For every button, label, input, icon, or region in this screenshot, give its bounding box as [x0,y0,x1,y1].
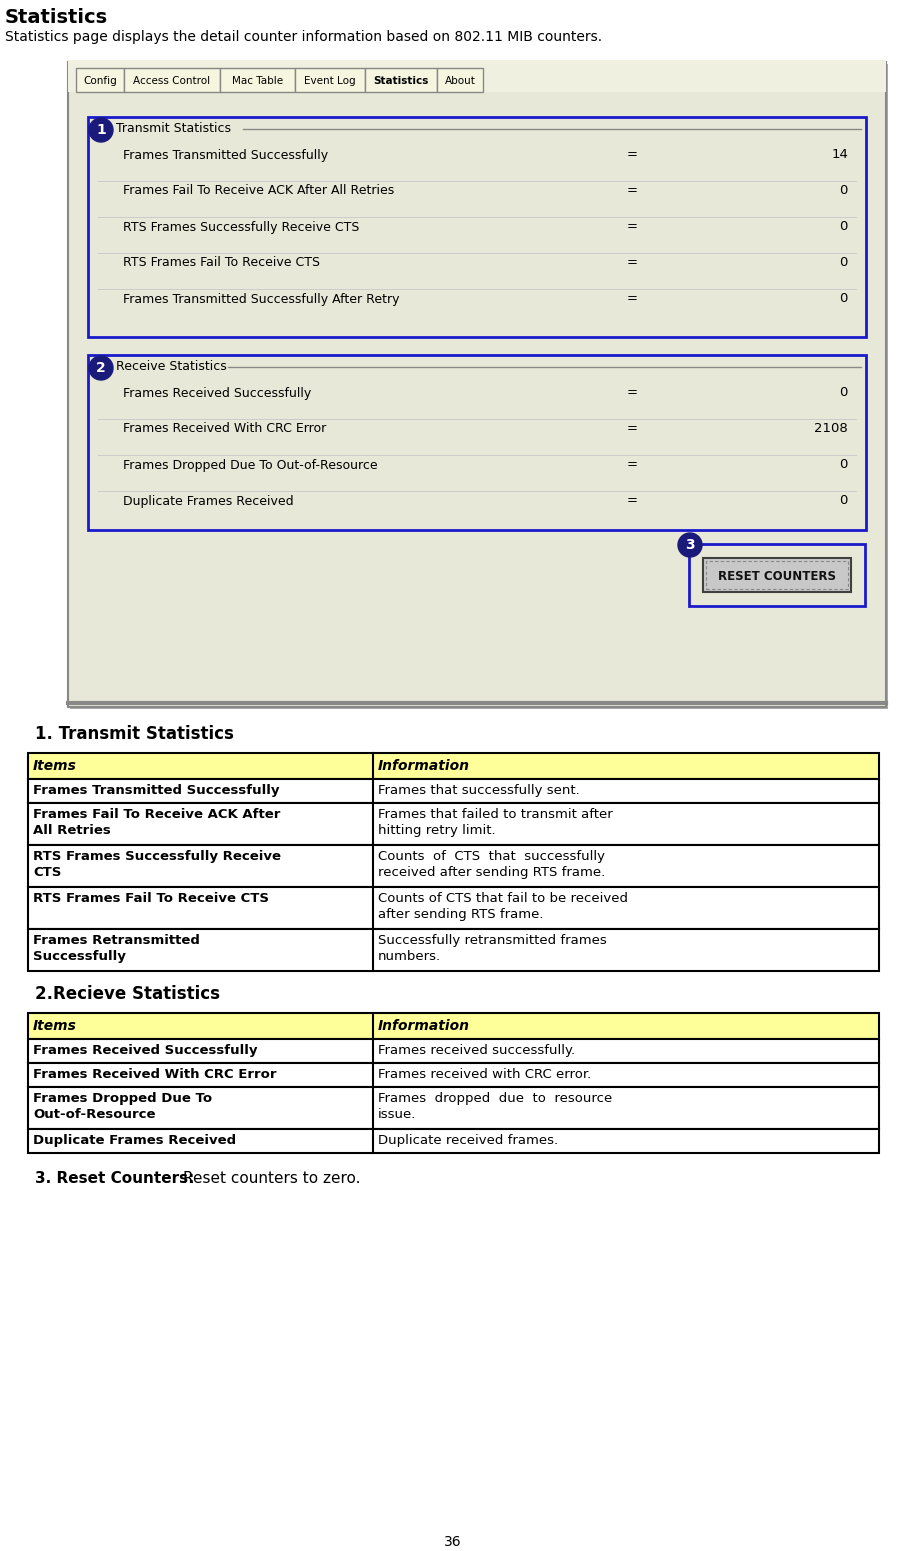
Text: Config: Config [83,76,117,85]
Text: Information: Information [377,1019,470,1033]
Bar [28,1013,879,1039]
Text: Frames Fail To Receive ACK After
All Retries: Frames Fail To Receive ACK After All Ret… [33,808,280,838]
Bar [28,1039,879,1062]
Text: 0: 0 [840,185,848,197]
Bar [70,64,888,709]
Text: 0: 0 [840,220,848,234]
Text: 2108: 2108 [814,422,848,436]
Text: Frames Dropped Due To
Out-of-Resource: Frames Dropped Due To Out-of-Resource [33,1092,212,1121]
Text: RTS Frames Fail To Receive CTS: RTS Frames Fail To Receive CTS [33,892,269,904]
Text: RESET COUNTERS: RESET COUNTERS [718,569,836,583]
Text: Information: Information [377,758,470,772]
Text: 0: 0 [840,459,848,472]
Bar [88,116,866,337]
Text: 2.Recieve Statistics: 2.Recieve Statistics [35,985,220,1003]
Text: 1: 1 [96,123,106,136]
Text: =: = [627,459,639,472]
Text: Statistics: Statistics [374,76,429,85]
Text: Frames that successfully sent.: Frames that successfully sent. [377,783,580,797]
Text: Frames Dropped Due To Out-of-Resource: Frames Dropped Due To Out-of-Resource [123,459,377,472]
Circle shape [89,357,113,380]
Bar [706,561,848,589]
Text: Items: Items [33,1019,77,1033]
Text: About: About [444,76,475,85]
Circle shape [678,534,702,557]
Text: =: = [627,495,639,507]
Text: Receive Statistics: Receive Statistics [116,360,227,372]
Bar [220,68,295,92]
Text: 0: 0 [840,256,848,270]
Text: RTS Frames Fail To Receive CTS: RTS Frames Fail To Receive CTS [123,256,320,270]
Text: Duplicate received frames.: Duplicate received frames. [377,1134,558,1148]
Text: Duplicate Frames Received: Duplicate Frames Received [123,495,294,507]
Text: Statistics: Statistics [5,8,108,26]
Text: Frames received with CRC error.: Frames received with CRC error. [377,1069,590,1081]
Text: Counts of CTS that fail to be received
after sending RTS frame.: Counts of CTS that fail to be received a… [377,892,628,921]
Text: Frames Transmitted Successfully: Frames Transmitted Successfully [33,783,279,797]
Bar [68,60,886,92]
Text: Successfully retransmitted frames
numbers.: Successfully retransmitted frames number… [377,934,607,963]
Text: =: = [627,220,639,234]
Bar [295,68,365,92]
Text: RTS Frames Successfully Receive
CTS: RTS Frames Successfully Receive CTS [33,850,281,879]
Text: Items: Items [33,758,77,772]
Bar [28,929,879,971]
Bar [28,779,879,803]
Bar [703,558,851,592]
Text: =: = [627,149,639,161]
Bar [88,355,866,530]
Text: =: = [627,185,639,197]
Text: Frames Transmitted Successfully: Frames Transmitted Successfully [123,149,328,161]
Circle shape [89,118,113,143]
Text: 3. Reset Counters:: 3. Reset Counters: [35,1171,194,1187]
Text: Event Log: Event Log [304,76,356,85]
Text: Counts  of  CTS  that  successfully
received after sending RTS frame.: Counts of CTS that successfully received… [377,850,605,879]
Text: Reset counters to zero.: Reset counters to zero. [183,1171,360,1187]
Text: Frames Received Successfully: Frames Received Successfully [123,386,311,400]
Text: Frames Retransmitted
Successfully: Frames Retransmitted Successfully [33,934,200,963]
Text: 2: 2 [96,361,106,375]
Text: Frames that failed to transmit after
hitting retry limit.: Frames that failed to transmit after hit… [377,808,612,838]
Bar [28,752,879,779]
Text: Frames received successfully.: Frames received successfully. [377,1044,575,1056]
Text: Frames Received Successfully: Frames Received Successfully [33,1044,258,1056]
Text: Mac Table: Mac Table [232,76,283,85]
Text: =: = [627,293,639,306]
Bar [28,1129,879,1152]
Text: =: = [627,386,639,400]
Text: Duplicate Frames Received: Duplicate Frames Received [33,1134,236,1148]
Bar [28,803,879,845]
Bar [28,845,879,887]
Bar [28,887,879,929]
Text: Access Control: Access Control [133,76,210,85]
Text: 3: 3 [685,538,695,552]
Bar [76,68,124,92]
Text: Transmit Statistics: Transmit Statistics [116,123,231,135]
Text: RTS Frames Successfully Receive CTS: RTS Frames Successfully Receive CTS [123,220,359,234]
Text: Frames  dropped  due  to  resource
issue.: Frames dropped due to resource issue. [377,1092,612,1121]
Text: 0: 0 [840,293,848,306]
Bar [689,544,865,606]
Bar [124,68,220,92]
Bar [28,1087,879,1129]
Text: Frames Transmitted Successfully After Retry: Frames Transmitted Successfully After Re… [123,293,399,306]
Text: Statistics page displays the detail counter information based on 802.11 MIB coun: Statistics page displays the detail coun… [5,29,602,43]
Bar [437,68,483,92]
Text: =: = [627,422,639,436]
Text: Frames Received With CRC Error: Frames Received With CRC Error [123,422,327,436]
Text: =: = [627,256,639,270]
Bar [365,68,437,92]
Text: Frames Received With CRC Error: Frames Received With CRC Error [33,1069,277,1081]
Text: 14: 14 [831,149,848,161]
Text: 1. Transmit Statistics: 1. Transmit Statistics [35,724,234,743]
Text: 36: 36 [444,1535,462,1549]
Text: Frames Fail To Receive ACK After All Retries: Frames Fail To Receive ACK After All Ret… [123,185,395,197]
Bar [68,62,886,707]
Text: 0: 0 [840,495,848,507]
Text: 0: 0 [840,386,848,400]
Bar [28,1062,879,1087]
